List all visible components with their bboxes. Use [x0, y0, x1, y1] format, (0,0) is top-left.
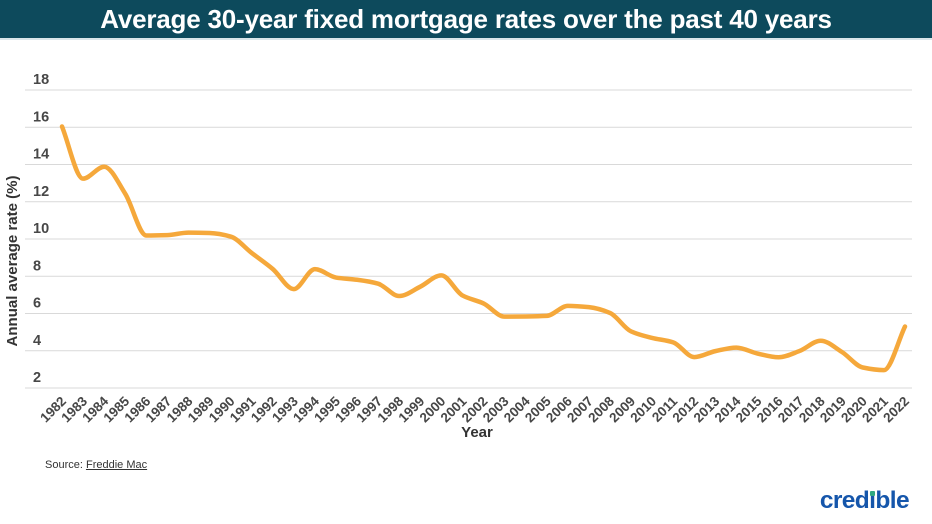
logo-i-with-green-dot: ı [869, 487, 876, 514]
title-banner: Average 30-year fixed mortgage rates ove… [0, 0, 932, 40]
source-link[interactable]: Freddie Mac [85, 459, 148, 471]
mortgage-rate-chart: 18 16 14 12 10 8 6 4 2 1982198319841985198619871… [4, 72, 912, 441]
gridlines [25, 89, 912, 389]
y-tick-label: 10 [33, 221, 49, 237]
rate-line-series [59, 124, 908, 373]
y-tick-label: 14 [33, 147, 49, 163]
y-tick-label: 18 [33, 72, 49, 88]
x-axis-tick-labels: 1982198319841985198619871988198919901991… [37, 393, 912, 425]
y-tick-label: 16 [33, 109, 49, 125]
y-tick-label: 12 [33, 184, 49, 200]
y-tick-label: 8 [33, 258, 41, 274]
logo-text-pre: cred [819, 487, 870, 514]
y-axis-tick-labels: 18 16 14 12 10 8 6 4 2 [33, 72, 49, 386]
chart-title: Average 30-year fixed mortgage rates ove… [100, 3, 832, 34]
logo-text-post: ble [875, 487, 909, 514]
x-axis-title: Year [461, 424, 493, 441]
y-tick-label: 4 [33, 333, 41, 349]
y-axis-title: Annual average rate (%) [4, 176, 21, 347]
y-tick-label: 2 [33, 370, 41, 386]
credible-logo: credıble [819, 487, 910, 515]
source-note: Source: Freddie Mac [45, 459, 147, 471]
source-prefix: Source: [45, 459, 86, 471]
y-tick-label: 6 [33, 296, 41, 312]
